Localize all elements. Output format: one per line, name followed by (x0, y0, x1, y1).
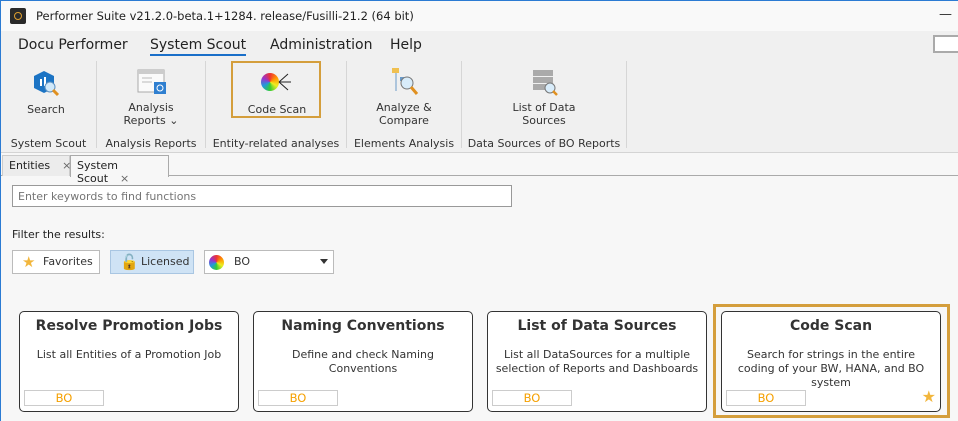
app-logo-icon (10, 8, 26, 24)
group-label-entity-analyses: Entity-related analyses (212, 137, 340, 150)
group-separator (346, 61, 347, 148)
search-label: Search (27, 103, 65, 116)
analysis-reports-label: Analysis Reports (123, 101, 174, 127)
search-scout-icon (32, 69, 60, 97)
group-separator (626, 61, 627, 148)
card-resolve-promotion-jobs[interactable]: Resolve Promotion Jobs List all Entities… (19, 311, 239, 412)
code-scan-highlight (231, 61, 321, 118)
favorites-label: Favorites (43, 255, 93, 268)
card-naming-conventions[interactable]: Naming Conventions Define and check Nami… (253, 311, 473, 412)
code-scan-icon (261, 69, 293, 97)
close-icon[interactable]: × (120, 172, 130, 185)
window-title: Performer Suite v21.2.0-beta.1+1284. rel… (36, 9, 414, 23)
card-description: List all DataSources for a multiple sele… (495, 348, 699, 375)
group-label-analysis-reports: Analysis Reports (105, 137, 197, 150)
analyze-compare-button[interactable]: Analyze & Compare (369, 67, 439, 127)
tab-system-scout[interactable]: System Scout × (70, 155, 169, 185)
favorite-star-icon[interactable]: ★ (921, 387, 936, 406)
card-title: Code Scan (789, 318, 873, 334)
function-search-input[interactable] (12, 185, 512, 207)
card-tag: BO (24, 390, 104, 406)
tab-label: System Scout (77, 159, 119, 185)
group-separator (461, 61, 462, 148)
code-scan-button[interactable]: Code Scan (239, 69, 315, 116)
card-title: Naming Conventions (281, 318, 445, 334)
code-scan-card-highlight (713, 304, 950, 418)
star-icon: ★ (22, 253, 36, 271)
ribbon: Search Analysis Reports ⌄ Code Scan Anal… (1, 59, 958, 153)
card-title: List of Data Sources (517, 318, 677, 334)
analyze-compare-icon (390, 67, 419, 95)
card-list-of-data-sources[interactable]: List of Data Sources List all DataSource… (487, 311, 707, 412)
menu-help[interactable]: Help (390, 37, 422, 53)
document-tabs: Entities × System Scout × (1, 153, 958, 185)
title-bar: Performer Suite v21.2.0-beta.1+1284. rel… (1, 1, 958, 31)
data-sources-icon (530, 67, 558, 96)
search-button[interactable]: Search (21, 69, 71, 116)
unlock-icon: 🔓 (120, 253, 139, 271)
card-description: Search for strings in the entire coding … (737, 348, 925, 389)
group-separator (96, 61, 97, 148)
analyze-compare-label: Analyze & Compare (376, 101, 432, 127)
close-icon[interactable]: × (62, 159, 72, 172)
analysis-reports-icon (137, 67, 166, 95)
filter-label: Filter the results: (12, 228, 105, 241)
minimize-button[interactable]: — (939, 7, 952, 22)
analysis-reports-button[interactable]: Analysis Reports ⌄ (116, 67, 186, 127)
card-tag: BO (492, 390, 572, 406)
group-label-system-scout: System Scout (10, 137, 87, 150)
menu-administration[interactable]: Administration (270, 37, 373, 53)
system-dropdown[interactable]: BO (204, 250, 334, 274)
list-data-sources-label: List of Data Sources (512, 101, 576, 127)
tab-entities[interactable]: Entities × (2, 155, 72, 176)
tab-label: Entities (9, 159, 51, 172)
chevron-down-icon: ⌄ (169, 114, 179, 127)
list-data-sources-button[interactable]: List of Data Sources (508, 67, 580, 127)
licensed-filter-button[interactable]: 🔓 Licensed (110, 250, 194, 274)
group-label-elements-analysis: Elements Analysis (353, 137, 455, 150)
licensed-label: Licensed (141, 255, 190, 268)
code-scan-label: Code Scan (247, 103, 307, 116)
card-description: Define and check Naming Conventions (292, 348, 434, 375)
menu-bar: Docu Performer System Scout Administrati… (1, 31, 958, 59)
group-separator (205, 61, 206, 148)
menu-docu-performer[interactable]: Docu Performer (18, 37, 128, 53)
group-label-data-sources: Data Sources of BO Reports (467, 137, 621, 150)
favorites-filter-button[interactable]: ★ Favorites (12, 250, 100, 274)
card-title: Resolve Promotion Jobs (35, 318, 223, 334)
dropdown-arrow-icon (320, 259, 328, 264)
globe-icon (209, 255, 224, 270)
menu-system-scout[interactable]: System Scout (150, 37, 247, 56)
card-code-scan[interactable]: Code Scan Search for strings in the enti… (721, 311, 941, 412)
card-tag: BO (726, 390, 806, 406)
card-tag: BO (258, 390, 338, 406)
card-description: List all Entities of a Promotion Job (36, 348, 222, 361)
system-value: BO (234, 255, 251, 268)
ribbon-search-box[interactable] (933, 35, 958, 53)
